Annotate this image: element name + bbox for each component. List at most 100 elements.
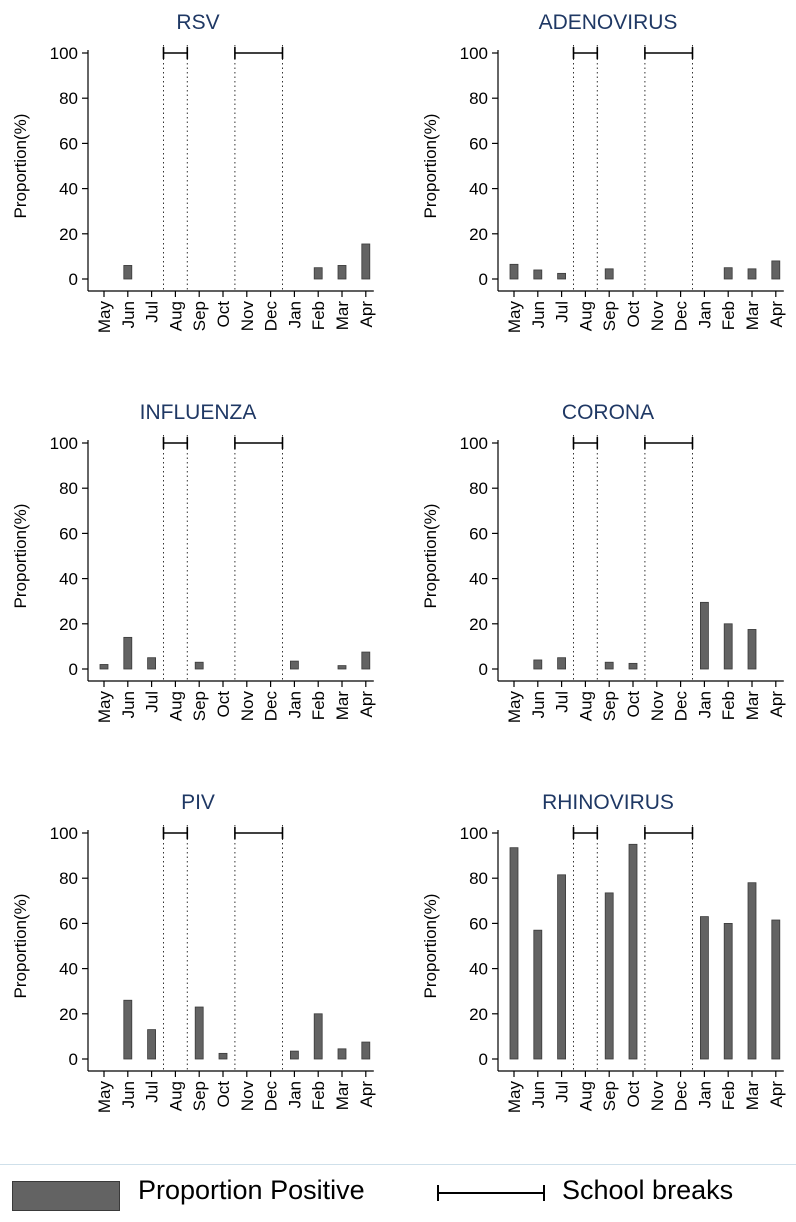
x-tick-label: Aug: [576, 301, 595, 331]
bar-rsv-feb: [313, 267, 323, 280]
x-tick-label: Mar: [743, 691, 762, 721]
panel-piv: PIV 0 20 40 60 80 100 Proportion(%) May Jun Jul Aug…: [11, 791, 376, 1113]
y-tick-label: 60: [469, 134, 488, 153]
x-tick-label: Apr: [767, 301, 786, 328]
y-tick-label: 60: [59, 914, 78, 933]
x-tick-label: Oct: [214, 301, 233, 328]
bar-adenovirus-sep: [604, 268, 614, 280]
x-tick-label: Apr: [767, 691, 786, 718]
x-tick-label: Sep: [190, 301, 209, 331]
x-tick-label: Jul: [143, 301, 162, 323]
x-tick-label: Aug: [576, 691, 595, 721]
x-tick-label: Aug: [166, 301, 185, 331]
x-tick-label: Oct: [624, 691, 643, 718]
y-tick-label: 20: [469, 225, 488, 244]
x-tick-label: Jun: [119, 691, 138, 718]
x-tick-label: Aug: [166, 1081, 185, 1111]
x-tick-label: Jan: [695, 691, 714, 718]
bar-rhinovirus-feb: [723, 923, 733, 1060]
legend-label-school-breaks: School breaks: [562, 1175, 734, 1205]
x-tick-label: Nov: [648, 691, 667, 722]
bar-piv-oct: [218, 1052, 228, 1060]
panel-title: INFLUENZA: [140, 401, 257, 424]
y-tick-label: 20: [469, 1005, 488, 1024]
x-tick-label: Sep: [600, 691, 619, 721]
panel-influenza: INFLUENZA 0 20 40 60 80 100 Proportion(%) May Jun…: [11, 401, 376, 723]
x-tick-label: Jul: [553, 691, 572, 713]
y-tick-label: 20: [59, 225, 78, 244]
bar-rsv-jun: [123, 265, 133, 280]
y-tick-label: 0: [69, 1050, 78, 1069]
x-tick-label: Sep: [600, 1081, 619, 1111]
bar-rhinovirus-jul: [557, 874, 566, 1060]
x-tick-label: Jul: [553, 301, 572, 323]
bar-rhinovirus-may: [509, 847, 519, 1060]
bar-rhinovirus-apr: [771, 919, 781, 1060]
bar-corona-jul: [557, 657, 566, 670]
x-tick-label: Jul: [143, 1081, 162, 1103]
x-tick-label: Jun: [119, 1081, 138, 1108]
y-tick-label: 80: [469, 869, 488, 888]
x-tick-label: Dec: [672, 1081, 691, 1112]
x-tick-label: Jun: [529, 1081, 548, 1108]
x-tick-label: Apr: [357, 691, 376, 718]
bar-corona-sep: [604, 661, 614, 670]
x-tick-label: May: [95, 301, 114, 334]
bar-corona-feb: [723, 623, 733, 670]
x-tick-label: Jan: [695, 301, 714, 328]
x-tick-label: Feb: [309, 301, 328, 330]
x-tick-label: Jan: [285, 691, 304, 718]
x-tick-label: May: [95, 1081, 114, 1114]
x-tick-label: Dec: [262, 1081, 281, 1112]
x-tick-label: Mar: [333, 1081, 352, 1111]
x-tick-label: Jul: [553, 1081, 572, 1103]
x-tick-label: Mar: [743, 301, 762, 331]
panel-title: CORONA: [562, 401, 654, 424]
panel-adenovirus: ADENOVIRUS 0 20 40 60 80 100 Proportion(%) May Ju…: [421, 11, 786, 333]
panel-rsv: RSV 0 20 40 60 80 100 Proportion(%) May Jun Jul Aug…: [11, 11, 376, 333]
y-tick-label: 0: [69, 270, 78, 289]
bar-piv-jun: [123, 999, 133, 1060]
x-tick-label: Dec: [262, 301, 281, 332]
x-tick-label: Jan: [285, 301, 304, 328]
panel-title: RSV: [176, 11, 219, 34]
y-axis-label: Proportion(%): [11, 504, 30, 609]
x-tick-label: Dec: [672, 691, 691, 722]
y-tick-label: 40: [59, 570, 78, 589]
x-tick-label: Feb: [309, 1081, 328, 1110]
bar-influenza-jul: [147, 657, 157, 670]
y-tick-label: 0: [69, 660, 78, 679]
y-tick-label: 60: [59, 524, 78, 543]
bar-piv-jul: [147, 1029, 157, 1060]
y-tick-label: 100: [50, 44, 78, 63]
y-tick-label: 80: [59, 89, 78, 108]
y-tick-label: 100: [460, 824, 488, 843]
x-tick-label: Feb: [309, 691, 328, 720]
x-tick-label: May: [505, 1081, 524, 1114]
x-tick-label: Aug: [166, 691, 185, 721]
x-tick-label: Nov: [238, 1081, 257, 1112]
bar-piv-apr: [361, 1041, 371, 1060]
y-tick-label: 60: [59, 134, 78, 153]
x-tick-label: May: [505, 301, 524, 334]
x-tick-label: Sep: [190, 691, 209, 721]
y-axis-label: Proportion(%): [421, 894, 440, 999]
x-tick-label: Dec: [672, 301, 691, 332]
x-tick-label: Jun: [529, 691, 548, 718]
x-tick-label: Apr: [357, 301, 376, 328]
y-tick-label: 40: [469, 570, 488, 589]
bar-adenovirus-jul: [557, 272, 566, 280]
bar-influenza-apr: [361, 651, 371, 670]
bar-corona-jun: [533, 659, 543, 670]
bar-adenovirus-apr: [771, 260, 781, 280]
x-tick-label: Nov: [648, 1081, 667, 1112]
y-tick-label: 40: [469, 180, 488, 199]
legend: Proportion Positive School breaks: [0, 1164, 796, 1222]
x-tick-label: Dec: [262, 691, 281, 722]
y-axis-label: Proportion(%): [11, 114, 30, 219]
legend-school-break-symbol: [437, 1185, 545, 1201]
y-tick-label: 20: [59, 615, 78, 634]
x-tick-label: Sep: [190, 1081, 209, 1111]
x-tick-label: Aug: [576, 1081, 595, 1111]
x-tick-label: Mar: [333, 301, 352, 331]
